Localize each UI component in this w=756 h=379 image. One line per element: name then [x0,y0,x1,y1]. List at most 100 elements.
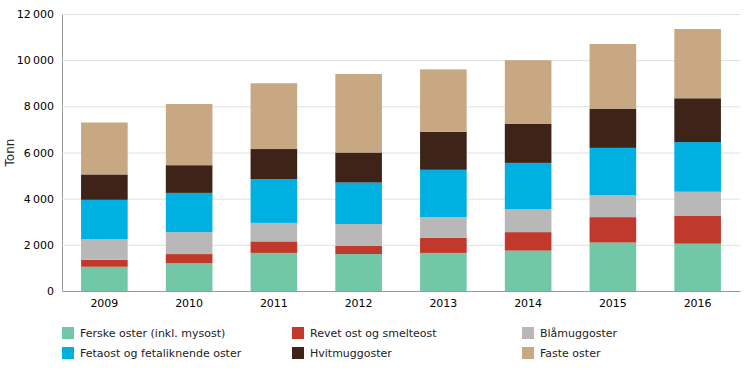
bar-series [81,29,721,174]
x-tick-label: 2013 [429,297,457,310]
x-tick: 2014 [514,291,542,310]
y-tick: 12 000 [17,8,740,21]
y-tick-label: 12 000 [17,8,54,21]
bar-segment [590,217,637,242]
y-tick-label: 10 000 [17,54,54,67]
bar-segment [166,263,213,291]
x-axis: 2009 2010 2011 2012 2013 2014 2015 2016 [63,291,741,310]
x-tick: 2010 [175,291,203,310]
bar-segment [590,195,637,217]
bar-series [81,192,721,260]
bar-segment [590,109,637,148]
x-tick: 2012 [345,291,373,310]
y-tick-label: 2 000 [24,239,54,252]
x-axis-line [63,291,741,292]
bar-segment [81,239,128,260]
bar-segment [674,29,721,98]
legend-item: Fetaost og fetaliknende oster [62,347,242,360]
y-axis: 02 0004 0006 0008 00010 00012 000 [17,8,740,298]
legend-label: Ferske oster (inkl. mysost) [80,327,225,340]
y-tick-label: 6 000 [24,147,54,160]
legend-item: Blåmuggoster [522,327,618,340]
bar-segment [166,104,213,165]
x-tick-label: 2009 [90,297,118,310]
bar-segment [81,174,128,199]
bar-segment [505,60,552,123]
grid-line [62,14,740,15]
x-tick-label: 2010 [175,297,203,310]
plot-root: 02 0004 0006 0008 00010 00012 0002009201… [3,8,741,310]
x-tick: 2015 [599,291,627,310]
bar-segment [81,122,128,174]
legend-label: Fetaost og fetaliknende oster [80,347,242,360]
bar-segment [251,83,298,149]
bar-segment [251,149,298,179]
legend-label: Blåmuggoster [540,327,618,340]
chart-container: 02 0004 0006 0008 00010 00012 0002009201… [0,0,756,379]
bar-series [81,98,721,200]
bar-segment [420,217,467,238]
y-tick-label: 0 [47,285,54,298]
legend: Ferske oster (inkl. mysost) Revet ost og … [62,327,618,360]
x-tick: 2013 [429,291,457,310]
bar-segment [674,216,721,244]
bar-segment [251,253,298,291]
bar-segment [505,232,552,250]
legend-label: Revet ost og smelteost [310,327,437,340]
bar-segment [505,209,552,232]
x-tick: 2009 [90,291,118,310]
bar-segment [81,267,128,291]
legend-swatch [522,347,534,359]
y-axis-title: Tonn [3,139,17,168]
x-tick-label: 2015 [599,297,627,310]
legend-label: Hvitmuggoster [310,347,392,360]
legend-swatch [292,327,304,339]
bar-segment [674,142,721,192]
grid-line [62,291,740,292]
legend-item: Faste oster [522,347,601,360]
bar-segment [335,224,382,246]
legend-swatch [62,327,74,339]
bar-segment [505,124,552,163]
bar-segment [166,165,213,193]
bar-segment [420,238,467,253]
bar-segment [335,246,382,254]
chart-svg: 02 0004 0006 0008 00010 00012 0002009201… [0,0,756,379]
bar-segment [674,244,721,291]
x-tick: 2016 [684,291,712,310]
bar-segment [335,153,382,183]
bar-segment [420,253,467,291]
bar-segment [166,254,213,263]
y-tick-label: 4 000 [24,193,54,206]
x-tick-label: 2014 [514,297,542,310]
grid-line [62,153,740,154]
bar-segment [166,232,213,254]
legend-item: Hvitmuggoster [292,347,392,360]
y-axis-line [63,15,741,292]
bar-segment [505,251,552,291]
x-tick-label: 2012 [345,297,373,310]
legend-label: Faste oster [540,347,601,360]
bar-segment [590,44,637,109]
bar-segment [166,193,213,232]
bar-segment [251,241,298,253]
bar-segment [420,170,467,217]
x-tick: 2011 [260,291,288,310]
bar-segment [590,148,637,195]
grid-line [62,60,740,61]
bar-segment [674,98,721,142]
grid-line [62,106,740,107]
bar-segment [674,192,721,216]
bar-segment [335,254,382,291]
bar-segment [81,260,128,267]
bar-segment [590,243,637,291]
legend-swatch [292,347,304,359]
x-tick-label: 2011 [260,297,288,310]
bar-segment [335,74,382,152]
bar-segment [251,223,298,241]
bar-segment [81,200,128,239]
legend-item: Ferske oster (inkl. mysost) [62,327,225,340]
grid-line [62,245,740,246]
bar-segment [251,179,298,223]
bar-segment [420,132,467,170]
